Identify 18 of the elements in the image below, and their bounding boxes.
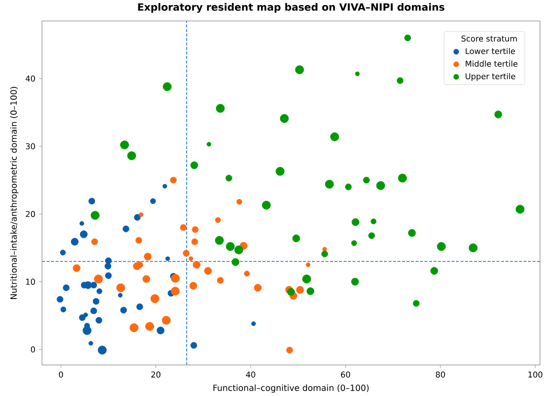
- legend-label: Upper tertile: [466, 73, 516, 81]
- y-tick-label: 20: [26, 210, 35, 218]
- x-tick-label: 0: [58, 372, 63, 378]
- x-tick-label: 60: [341, 372, 350, 378]
- x-axis-title: Functional–cognitive domain (0–100): [213, 384, 369, 393]
- y-tick-label: 40: [26, 76, 35, 82]
- y-tick-label: 30: [26, 143, 35, 150]
- legend-title: Score stratum: [462, 36, 517, 42]
- y-axis-title: Nutritional–intake/anthropometric domain (0–100): [10, 86, 18, 299]
- x-tick-label: 40: [246, 372, 256, 378]
- x-tick-label: 20: [151, 372, 160, 378]
- y-tick-label: 10: [26, 278, 35, 285]
- legend-label: Middle tertile: [466, 60, 518, 67]
- chart-title: Exploratory resident map based on VIVA–NIPI domains: [138, 3, 444, 13]
- x-tick-label: 80: [436, 372, 445, 378]
- y-tick-label: 0: [30, 346, 35, 352]
- legend-label: Lower tertile: [466, 48, 515, 54]
- x-tick-label: 100: [528, 372, 542, 378]
